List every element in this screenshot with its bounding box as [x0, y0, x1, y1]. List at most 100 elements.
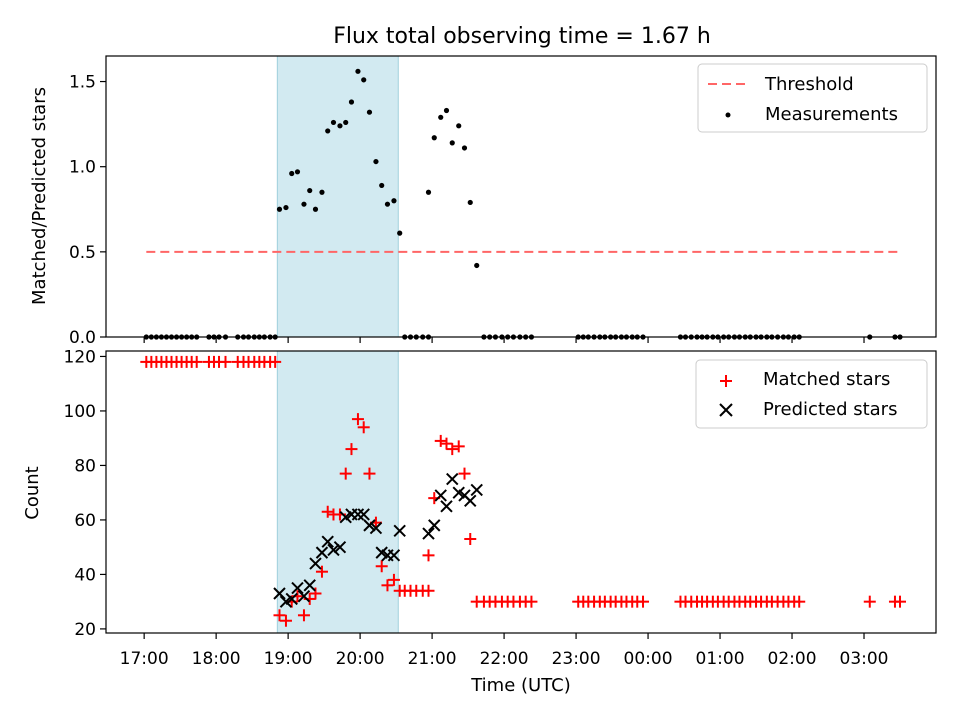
- bottom-y-tick-label: 40: [74, 565, 96, 585]
- predicted-star-point: [327, 543, 340, 557]
- measurement-point: [438, 114, 444, 120]
- predicted-star-point: [285, 592, 298, 606]
- predicted-star-point: [363, 519, 376, 532]
- measurement-point: [348, 99, 355, 105]
- predicted-star-point: [321, 535, 334, 548]
- top-y-tick-label: 1.0: [69, 158, 96, 178]
- predicted-star-point: [470, 483, 483, 497]
- top-panel: 0.0 0.5 1.0 1.5 Matched/Predicted stars Thr…: [29, 55, 937, 348]
- measurement-point: [456, 123, 462, 129]
- measurement-point: [330, 119, 337, 126]
- matched-star-point: [387, 573, 400, 586]
- bottom-panel: 17:00 18:00 19:00 20:00 21:00 22:00 23:00 00:00…: [22, 347, 937, 696]
- measurement-point: [461, 145, 468, 151]
- bottom-y-tick-label: 80: [74, 456, 96, 476]
- legend-matched-swatch: [720, 375, 732, 387]
- predicted-star-point: [440, 500, 453, 513]
- x-axis-label: Time (UTC): [470, 675, 571, 696]
- measurement-point: [283, 204, 289, 211]
- measurement-point: [467, 199, 473, 206]
- bottom-shaded-region: [276, 350, 399, 634]
- measurement-point: [474, 262, 480, 269]
- predicted-star-point: [315, 546, 329, 559]
- predicted-star-point: [291, 581, 304, 595]
- bottom-y-tick-label: 20: [74, 620, 96, 640]
- x-tick-label: 17:00: [120, 649, 169, 669]
- predicted-star-point: [333, 540, 347, 554]
- predicted-star-point: [446, 472, 459, 486]
- matched-star-point: [273, 609, 286, 622]
- legend-predicted-swatch: [719, 403, 733, 417]
- measurement-point: [307, 187, 313, 194]
- top-axes-frame: [105, 55, 937, 338]
- matched-star-point: [446, 443, 459, 456]
- measurement-point: [391, 198, 397, 204]
- matched-star-point: [422, 584, 435, 597]
- predicted-star-point: [393, 524, 406, 538]
- matched-star-point: [525, 595, 538, 608]
- measurement-point: [355, 68, 361, 74]
- predicted-star-point: [273, 587, 286, 600]
- matched-star-point: [279, 614, 292, 627]
- x-tick-label: 19:00: [264, 649, 313, 669]
- measurement-point: [343, 119, 349, 126]
- measurement-point: [379, 182, 385, 189]
- measurement-point: [312, 206, 319, 212]
- matched-star-point: [894, 595, 907, 608]
- predicted-star-point: [422, 527, 435, 540]
- predicted-star-point: [351, 508, 365, 521]
- x-tick-label: 02:00: [768, 649, 817, 669]
- predicted-star-point: [309, 557, 322, 570]
- matched-star-point: [219, 355, 232, 368]
- predicted-star-point: [297, 590, 311, 603]
- matched-star-point: [637, 595, 650, 608]
- predicted-star-point: [464, 494, 477, 508]
- legend-predicted-label: Predicted stars: [763, 399, 897, 420]
- predicted-star-point: [303, 579, 316, 592]
- predicted-star-point: [434, 489, 447, 502]
- top-y-tick-label: 1.5: [69, 73, 96, 93]
- measurement-point: [337, 123, 343, 129]
- matched-star-point: [434, 434, 447, 447]
- measurement-point: [294, 169, 301, 175]
- matched-star-point: [345, 443, 358, 456]
- measurement-point: [431, 135, 437, 141]
- x-tick-label: 22:00: [480, 649, 529, 669]
- bottom-legend-box: [695, 359, 928, 429]
- matched-star-point: [422, 549, 435, 562]
- predicted-star-point: [387, 549, 401, 562]
- measurement-point: [384, 201, 391, 207]
- measurement-point: [361, 77, 367, 83]
- measurement-point: [325, 128, 331, 134]
- top-legend: Threshold Measurements: [697, 63, 928, 133]
- matched-star-point: [297, 609, 310, 622]
- matched-star-point: [458, 467, 471, 480]
- bottom-axes-frame: [105, 350, 937, 634]
- bottom-y-tick-label: 100: [64, 402, 96, 422]
- bottom-y-tick-label: 60: [74, 511, 96, 531]
- measurement-point: [397, 230, 403, 236]
- matched-star-point: [863, 595, 876, 608]
- top-y-ticks: 0.0 0.5 1.0 1.5: [69, 73, 106, 348]
- matched-star-point: [321, 505, 334, 518]
- bottom-legend: Matched stars Predicted stars: [695, 359, 928, 429]
- top-legend-box: [697, 63, 928, 133]
- matched-star-point: [793, 595, 806, 608]
- matched-star-point: [452, 440, 465, 453]
- legend-measurements-swatch: [725, 112, 731, 118]
- x-tick-label: 00:00: [624, 649, 673, 669]
- matched-star-point: [339, 467, 352, 480]
- legend-threshold-label: Threshold: [764, 74, 854, 95]
- measurement-point: [366, 109, 373, 115]
- top-ylabel: Matched/Predicted stars: [29, 87, 50, 305]
- bottom-y-tick-label: 120: [64, 347, 96, 367]
- legend-measurements-label: Measurements: [765, 104, 898, 125]
- matched-star-point: [309, 587, 322, 600]
- x-tick-label: 23:00: [552, 649, 601, 669]
- top-y-tick-label: 0.0: [69, 328, 96, 348]
- x-tick-label: 18:00: [192, 649, 241, 669]
- measurement-point: [425, 189, 432, 195]
- x-tick-label: 03:00: [840, 649, 889, 669]
- x-tick-label: 01:00: [696, 649, 745, 669]
